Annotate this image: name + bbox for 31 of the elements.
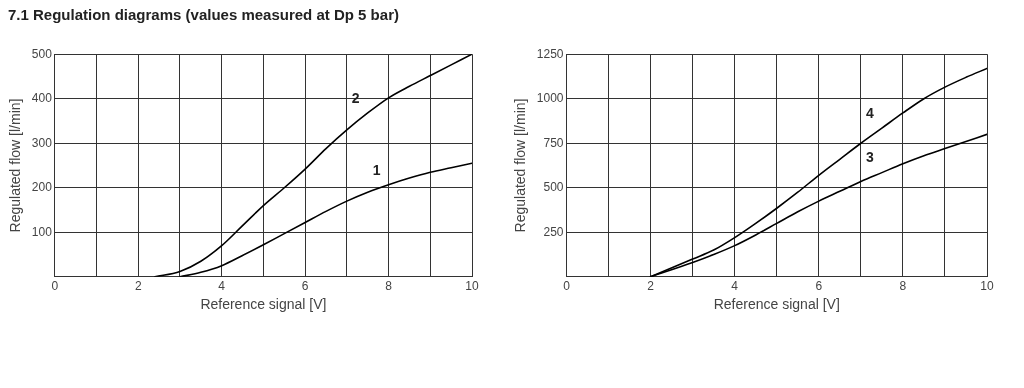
x-tick-label: 10 [465, 279, 479, 294]
x-tick-label: 8 [899, 279, 907, 294]
series-label: 4 [865, 104, 874, 121]
y-tick-label: 1250 [536, 46, 564, 61]
series-label: 3 [865, 149, 874, 166]
y-axis-title: Regulated flow [l/min] [7, 98, 24, 233]
x-tick-label: 8 [385, 279, 393, 294]
x-tick-label: 6 [815, 279, 823, 294]
x-tick-label: 2 [134, 279, 142, 294]
line-series [179, 162, 472, 277]
y-tick-label: 250 [543, 224, 564, 239]
x-tick-label: 4 [731, 279, 739, 294]
y-axis-title: Regulated flow [l/min] [512, 98, 529, 233]
x-tick-label: 0 [51, 279, 59, 294]
y-tick-label: 200 [31, 180, 53, 195]
x-tick-label: 10 [980, 279, 994, 294]
x-tick-label: 4 [218, 279, 226, 294]
x-tick-label: 2 [647, 279, 655, 294]
y-tick-label: 500 [543, 180, 564, 195]
x-axis-title: Reference signal [V] [713, 296, 840, 313]
series-label: 1 [372, 161, 381, 178]
x-tick-label: 6 [301, 279, 309, 294]
y-tick-label: 500 [31, 46, 53, 61]
y-tick-label: 300 [31, 135, 53, 150]
y-tick-label: 750 [543, 135, 564, 150]
x-tick-label: 0 [563, 279, 571, 294]
y-tick-label: 1000 [536, 91, 564, 106]
y-tick-label: 400 [31, 91, 53, 106]
chart-title: 7.1 Regulation diagrams (values measured at Dp 5 bar) [8, 6, 399, 23]
y-tick-label: 100 [31, 224, 53, 239]
x-axis-title: Reference signal [V] [200, 296, 327, 313]
